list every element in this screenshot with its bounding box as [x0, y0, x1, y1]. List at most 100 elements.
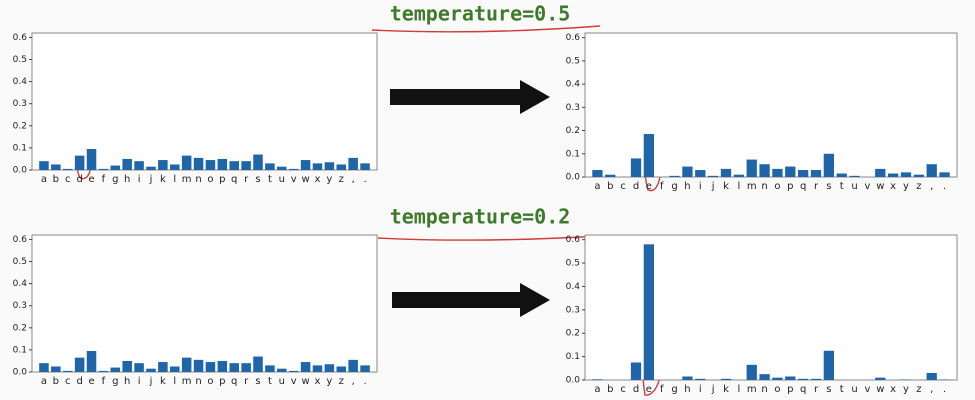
x-tick-label: c	[620, 384, 626, 395]
arrow	[392, 283, 550, 317]
x-tick-label: e	[646, 384, 652, 395]
bar	[312, 365, 323, 372]
y-tick-label: 0.2	[13, 323, 27, 333]
bar	[720, 378, 732, 380]
bar	[146, 368, 156, 372]
x-tick-label: o	[774, 384, 780, 395]
x-tick-label: u	[279, 174, 285, 185]
bar	[62, 370, 73, 372]
bar	[241, 161, 251, 170]
bar	[849, 175, 860, 177]
bar	[39, 161, 49, 170]
x-tick-label: i	[699, 384, 702, 395]
bar	[229, 161, 239, 170]
x-tick-label: m	[182, 376, 192, 387]
bar	[229, 363, 239, 372]
x-tick-label: c	[65, 174, 71, 185]
bar	[772, 168, 783, 177]
bar	[810, 378, 822, 380]
y-tick-label: 0.4	[566, 80, 581, 90]
x-tick-label: z	[339, 174, 344, 185]
bar	[51, 366, 61, 372]
x-tick-label: g	[671, 181, 677, 192]
x-tick-label: t	[268, 376, 272, 387]
bar	[253, 154, 263, 170]
bar	[277, 368, 287, 372]
bar	[181, 357, 192, 372]
x-tick-label: h	[684, 384, 690, 395]
bar	[810, 170, 822, 177]
bar	[785, 376, 796, 380]
bar	[134, 161, 144, 170]
bar	[630, 362, 642, 380]
x-tick-label: r	[244, 174, 249, 185]
bar	[146, 166, 156, 170]
x-tick-label: d	[76, 174, 82, 185]
bar	[86, 351, 97, 372]
x-tick-label: b	[53, 174, 59, 185]
x-tick-label: i	[138, 174, 141, 185]
y-tick-label: 0.6	[13, 33, 28, 43]
bar	[592, 170, 603, 177]
bar	[300, 362, 311, 372]
bar	[875, 168, 886, 177]
plot-area	[31, 32, 378, 171]
x-tick-label: p	[787, 181, 793, 192]
arrow	[390, 80, 550, 114]
x-tick-label: b	[53, 376, 59, 387]
y-tick-label: 0.0	[566, 173, 581, 183]
bar	[695, 378, 706, 380]
x-tick-label: ,	[930, 384, 933, 395]
x-tick-label: z	[339, 376, 344, 387]
x-tick-label: d	[76, 376, 82, 387]
bar	[823, 153, 834, 177]
bar	[926, 164, 937, 177]
bar	[122, 360, 132, 372]
bar	[170, 366, 180, 372]
x-tick-label: h	[684, 181, 690, 192]
x-tick-label: o	[207, 174, 213, 185]
bar	[86, 149, 97, 170]
bar	[643, 244, 654, 380]
x-tick-label: v	[864, 384, 870, 395]
x-tick-label: s	[255, 174, 260, 185]
x-tick-label: j	[711, 384, 715, 395]
bar	[277, 166, 287, 170]
x-tick-label: a	[41, 376, 47, 387]
x-tick-label: n	[761, 384, 767, 395]
x-tick-label: g	[671, 384, 677, 395]
bar	[205, 160, 216, 170]
bar	[241, 363, 251, 372]
bar	[605, 174, 616, 177]
bar	[746, 364, 757, 380]
x-tick-label: .	[363, 174, 366, 185]
x-tick-label: z	[916, 384, 921, 395]
bar	[888, 173, 899, 177]
x-tick-label: k	[723, 181, 729, 192]
x-tick-label: e	[88, 376, 94, 387]
bar	[348, 359, 358, 372]
x-tick-label: q	[800, 181, 806, 192]
y-tick-label: 0.5	[566, 56, 580, 66]
x-tick-label: k	[160, 376, 166, 387]
x-tick-label: e	[88, 174, 94, 185]
x-tick-label: y	[326, 174, 332, 185]
y-tick-label: 0.6	[13, 235, 28, 245]
y-tick-label: 0.6	[566, 33, 581, 43]
x-tick-label: a	[594, 384, 600, 395]
x-tick-label: v	[291, 376, 297, 387]
y-tick-label: 0.3	[566, 103, 580, 113]
y-tick-label: 0.1	[13, 143, 27, 153]
y-tick-label: 0.4	[13, 77, 28, 87]
chart: 0.0 0.1 0.2 0.3 0.4 0.5 0.6 a b c d e f g h i j k l m n o p q r s…	[390, 205, 958, 395]
x-tick-label: n	[195, 174, 201, 185]
bar	[682, 376, 693, 380]
bar	[348, 157, 358, 170]
bar	[122, 158, 132, 170]
x-tick-label: z	[916, 181, 921, 192]
x-tick-label: p	[787, 384, 793, 395]
bar	[798, 378, 809, 380]
bar	[217, 360, 228, 372]
x-tick-label: .	[363, 376, 366, 387]
